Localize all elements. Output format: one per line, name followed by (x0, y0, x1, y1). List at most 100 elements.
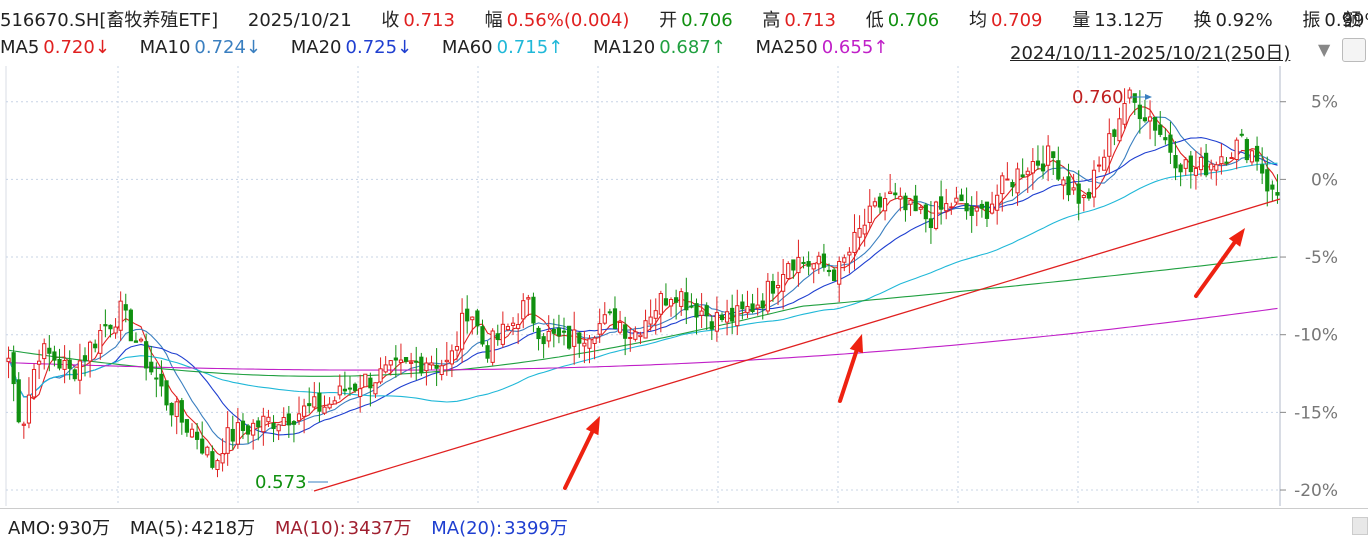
y-tick-label: 5% (1311, 93, 1338, 113)
candle-body (801, 261, 806, 264)
candle-body (623, 324, 628, 339)
candle-body (1254, 145, 1260, 162)
amo-ma5-label: MA(5): (129, 518, 190, 539)
candle-body (806, 261, 811, 267)
candle-body (867, 205, 872, 223)
candle-body (485, 345, 490, 359)
candle-body (1270, 184, 1275, 190)
candle-body (1091, 169, 1097, 198)
candle-body (1168, 134, 1173, 153)
high-price-label: 0.760 (1072, 87, 1124, 108)
candle-body (597, 323, 602, 335)
y-tick-label: -10% (1294, 326, 1338, 346)
ma-legend: MA5 0.720↓ MA10 0.724↓ MA20 0.725↓ MA60 0.71… (0, 37, 892, 63)
candle-body (118, 300, 123, 331)
candle-body (1142, 117, 1148, 122)
candle-body (826, 269, 832, 273)
candle-body (847, 251, 852, 256)
ma20-label: MA20 (290, 37, 342, 58)
candle-body (37, 360, 42, 365)
amp-label: 振 (1302, 10, 1321, 31)
quote-date: 2025/10/21 (247, 10, 352, 31)
candle-body (87, 341, 93, 362)
settings-icon[interactable] (1342, 38, 1366, 62)
candle-body (714, 312, 719, 332)
candle-body (765, 280, 770, 312)
candle-body (755, 304, 760, 309)
close-value: 0.713 (403, 10, 455, 31)
candle-body (877, 196, 883, 208)
candle-body (918, 206, 923, 210)
candle-body (1005, 178, 1010, 181)
candle-body (388, 360, 393, 366)
candle-body (939, 196, 944, 210)
candle-body (653, 310, 658, 319)
candle-body (31, 368, 37, 398)
candle-body (1117, 118, 1122, 142)
candle-body (449, 350, 454, 365)
date-range-selector[interactable]: 2024/10/11-2025/10/21(250日) (1010, 43, 1291, 64)
ma60-label: MA60 (441, 37, 493, 58)
candle-body (1051, 151, 1056, 159)
vol-label: 量 (1072, 10, 1091, 31)
candle-body (429, 362, 434, 366)
candle-body (42, 343, 47, 360)
candle-body (674, 297, 679, 303)
candle-body (1137, 104, 1142, 120)
candle-body (225, 427, 230, 454)
candle-body (1173, 155, 1178, 169)
candle-body (1107, 133, 1112, 157)
candle-body (77, 360, 82, 381)
open-value: 0.706 (681, 10, 733, 31)
candle-body (648, 316, 653, 325)
trend-line (313, 198, 1281, 492)
turnover-label: 换 (1193, 10, 1212, 31)
candle-body (572, 329, 577, 347)
candle-body (995, 194, 1000, 211)
candle-body (638, 334, 643, 338)
ma10-label: MA10 (139, 37, 191, 58)
candle-body (959, 194, 964, 202)
amp-value: 0.99% (1324, 10, 1368, 31)
candle-body (26, 394, 32, 424)
candle-body (495, 333, 500, 340)
candle-body (291, 421, 297, 425)
candle-body (1071, 187, 1076, 191)
candle-body (730, 307, 735, 322)
candle-body (52, 351, 57, 361)
candle-body (1265, 169, 1270, 192)
candle-body (235, 422, 240, 445)
candle-body (1239, 133, 1244, 136)
ma5-value: 0.720↓ (43, 37, 110, 58)
scroll-icon[interactable] (1352, 517, 1368, 535)
candle-body (1219, 156, 1224, 165)
candle-body (317, 392, 322, 412)
candle-body (189, 428, 195, 438)
candle-body (108, 324, 113, 330)
candle-body (516, 324, 521, 329)
ma10-value: 0.724↓ (194, 37, 262, 58)
low-price-label: 0.573 (255, 472, 307, 493)
candle-body (811, 263, 816, 270)
kline-chart[interactable]: 5% 0% -5% -10% -15% -20% 0.760 0.573 (0, 66, 1368, 506)
candle-body (852, 231, 857, 253)
candle-body (383, 364, 388, 373)
ma250-label: MA250 (755, 37, 818, 58)
candle-body (302, 405, 307, 417)
avg-label: 均 (968, 10, 987, 31)
candle-body (113, 326, 118, 334)
candle-body (724, 311, 730, 323)
ma-line-ma20 (7, 137, 1278, 436)
change-label: 幅 (484, 10, 503, 31)
chevron-down-icon[interactable]: ▼ (1318, 40, 1331, 59)
candle-body (1035, 160, 1041, 166)
candle-body (505, 326, 511, 331)
candle-body (490, 330, 495, 363)
candle-body (577, 332, 582, 344)
candle-body (699, 310, 704, 316)
candle-body (1147, 116, 1153, 122)
candle-body (1056, 160, 1061, 180)
candle-body (347, 387, 353, 390)
candle-body (245, 425, 251, 435)
candle-body (704, 305, 709, 317)
